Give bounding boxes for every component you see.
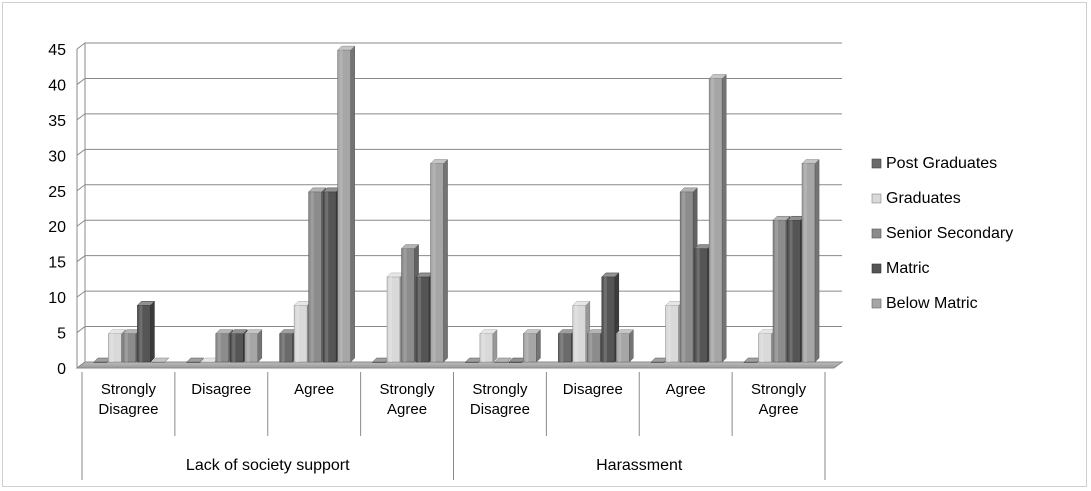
legend-label: Below Matric (886, 295, 978, 312)
y-axis-ticks: 0 5 10 15 20 25 30 35 40 45 (48, 42, 66, 378)
gridline (76, 77, 842, 85)
legend-item: Post Graduates (871, 155, 997, 172)
bar (186, 357, 205, 363)
legend-label: Matric (886, 260, 930, 277)
gridline (76, 148, 842, 156)
legend-label: Senior Secondary (886, 225, 1013, 242)
gridline (76, 290, 842, 298)
bar (708, 73, 727, 363)
gridlines (76, 42, 842, 369)
x-category-label: Agree (666, 381, 706, 398)
gridline (76, 219, 842, 227)
gridline (76, 184, 842, 192)
legend-swatch (871, 158, 882, 169)
x-category-label: Strongly (380, 381, 436, 398)
y-tick-label: 20 (48, 219, 66, 236)
legend-label: Post Graduates (886, 155, 997, 172)
y-tick-label: 10 (48, 290, 66, 307)
x-group-label: Lack of society support (186, 457, 350, 474)
x-axis-categories: Strongly Disagree Disagree Agree Strongly Agr… (81, 372, 826, 480)
y-tick-label: 15 (48, 255, 66, 272)
x-category-label: Agree (294, 381, 334, 398)
x-category-label: Agree (387, 401, 427, 418)
y-tick-label: 45 (48, 42, 66, 59)
x-category-label: Disagree (98, 401, 158, 418)
bar (615, 329, 634, 363)
x-category-label: Strongly (101, 381, 157, 398)
bar (572, 300, 591, 363)
gridline (76, 255, 842, 263)
x-category-label: Strongly (472, 381, 528, 398)
legend-swatch (871, 193, 882, 204)
legend: Post Graduates Graduates Senior Secondary M… (871, 155, 1013, 312)
y-tick-label: 0 (57, 361, 66, 378)
legend-item: Below Matric (871, 295, 978, 312)
legend-swatch (871, 298, 882, 309)
floor-plane (75, 361, 844, 369)
legend-label: Graduates (886, 190, 961, 207)
bar (601, 272, 620, 363)
bar (136, 300, 156, 363)
legend-item: Matric (871, 260, 930, 277)
bar (479, 329, 498, 363)
bar (801, 158, 820, 363)
y-tick-label: 40 (48, 77, 66, 94)
chart-floor (75, 361, 844, 369)
y-tick-label: 5 (57, 326, 66, 343)
y-tick-label: 35 (48, 113, 66, 130)
bar (429, 158, 449, 363)
x-category-label: Disagree (563, 381, 623, 398)
bar (493, 357, 513, 363)
x-category-label: Strongly (751, 381, 807, 398)
legend-item: Senior Secondary (871, 225, 1013, 242)
x-category-label: Disagree (191, 381, 251, 398)
bar (244, 329, 263, 363)
x-category-label: Agree (759, 401, 799, 418)
bar (151, 357, 170, 363)
legend-item: Graduates (871, 190, 961, 207)
x-group-label: Harassment (596, 457, 683, 474)
y-tick-label: 25 (48, 184, 66, 201)
gridline (76, 326, 842, 333)
legend-swatch (871, 263, 882, 274)
x-category-label: Disagree (470, 401, 530, 418)
legend-swatch (871, 228, 882, 239)
gridline (76, 113, 842, 121)
y-tick-label: 30 (48, 148, 66, 165)
bar (522, 329, 542, 363)
gridline (76, 42, 842, 50)
bar (337, 45, 356, 363)
bars (93, 45, 820, 363)
